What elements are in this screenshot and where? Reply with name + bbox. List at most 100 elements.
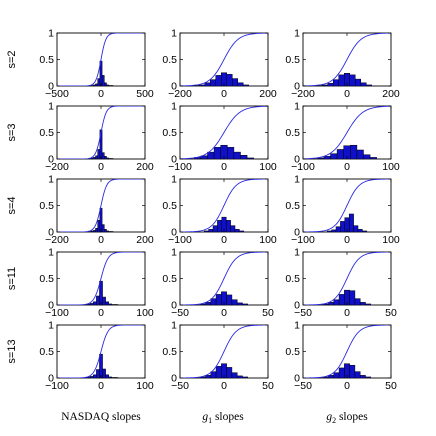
plot-area (303, 106, 391, 159)
x-tick-label: −500 (45, 88, 69, 100)
histogram-bar (234, 229, 240, 232)
plot-area (180, 179, 268, 232)
y-tick-label: 0.5 (285, 54, 300, 66)
x-tick-label: 0 (221, 161, 227, 173)
histogram-bar (237, 82, 244, 86)
row-label: s=11 (6, 267, 18, 290)
x-tick-label: 200 (382, 88, 400, 100)
row-label: s=2 (6, 50, 18, 68)
histogram-bar (104, 229, 107, 232)
plot-area (57, 252, 145, 305)
histogram-bar (104, 82, 107, 86)
histogram-bar (366, 84, 372, 86)
histogram-bar (322, 84, 328, 86)
histogram-bar (102, 368, 106, 378)
y-tick-label: 0.5 (39, 54, 54, 66)
x-tick-label: 0 (344, 88, 350, 100)
histogram-bar (111, 377, 116, 378)
histogram-bar (333, 372, 340, 378)
histogram-bar (230, 225, 236, 232)
x-tick-label: 0 (221, 88, 227, 100)
histogram-bar (108, 303, 113, 305)
cdf-curve (303, 325, 391, 378)
histogram-bar (338, 74, 345, 86)
histogram-bar (199, 84, 205, 86)
histogram-bar (242, 303, 249, 305)
plot-area (180, 252, 268, 305)
y-tick-label: 0.5 (285, 273, 300, 285)
x-tick-label: 50 (262, 307, 274, 319)
column-label-g2: g2 slopes (326, 411, 368, 425)
y-tick-label: 0 (48, 373, 54, 385)
y-tick-label: 0.5 (285, 127, 300, 139)
x-tick-label: −200 (291, 88, 315, 100)
histogram-bar (111, 304, 116, 305)
plot-area (303, 33, 391, 86)
histogram-bar (210, 79, 216, 86)
histogram-bar (99, 129, 103, 159)
histogram-bar (340, 221, 346, 232)
x-tick-label: 50 (385, 307, 397, 319)
x-tick-label: 200 (259, 88, 277, 100)
plot-area (57, 106, 145, 159)
x-tick-label: 0 (98, 161, 104, 173)
y-tick-label: 0 (294, 81, 300, 93)
row-label: s=4 (6, 196, 18, 214)
plot-area (303, 325, 391, 378)
y-tick-label: 0 (48, 154, 54, 166)
y-tick-label: 0.5 (162, 127, 177, 139)
plot-area (303, 252, 391, 305)
cdf-curve (57, 179, 145, 232)
histogram-bar (215, 366, 222, 378)
y-tick-label: 1 (171, 28, 177, 40)
y-tick-label: 1 (48, 320, 54, 332)
y-tick-label: 1 (171, 320, 177, 332)
x-tick-label: −100 (168, 234, 192, 246)
x-tick-label: 0 (221, 234, 227, 246)
histogram-bar (349, 290, 356, 305)
plot-area (57, 325, 145, 378)
x-tick-label: 100 (259, 161, 277, 173)
x-tick-label: −100 (291, 234, 315, 246)
y-tick-label: 0 (48, 227, 54, 239)
histogram-bar (232, 78, 238, 86)
plot-area (180, 106, 268, 159)
x-tick-label: 0 (344, 234, 350, 246)
histogram-bar (335, 226, 341, 232)
histogram-bar (212, 225, 218, 232)
row-label: s=13 (6, 339, 18, 363)
y-tick-label: 0.5 (162, 200, 177, 212)
y-tick-label: 1 (171, 247, 177, 259)
y-tick-label: 0 (171, 81, 177, 93)
histogram-bar (93, 84, 96, 86)
x-tick-label: 500 (136, 88, 154, 100)
y-tick-label: 0.5 (39, 273, 54, 285)
histogram-bar (114, 304, 119, 305)
cdf-curve (57, 33, 145, 86)
histogram-bar (213, 147, 221, 159)
cdf-curve (180, 106, 268, 159)
y-tick-label: 0 (294, 227, 300, 239)
histogram-bar (93, 157, 96, 159)
histogram-bar (102, 296, 106, 305)
y-tick-label: 0.5 (39, 200, 54, 212)
histogram-bar (336, 149, 344, 159)
histogram-bar (110, 158, 114, 159)
histogram-bar (362, 230, 368, 232)
histogram-bar (326, 230, 332, 232)
cdf-curve (57, 325, 145, 378)
histogram-bar (95, 228, 98, 232)
x-tick-label: −200 (168, 88, 192, 100)
x-tick-label: −100 (45, 380, 69, 392)
histogram-bar (108, 231, 112, 232)
histogram-bar (359, 375, 366, 378)
histogram-bar (96, 369, 100, 378)
histogram-bar (97, 149, 101, 159)
histogram-bar (110, 85, 114, 86)
column-labels-layer: NASDAQ slopes g1 slopes g2 slopes (61, 411, 368, 425)
x-tick-label: 100 (259, 234, 277, 246)
